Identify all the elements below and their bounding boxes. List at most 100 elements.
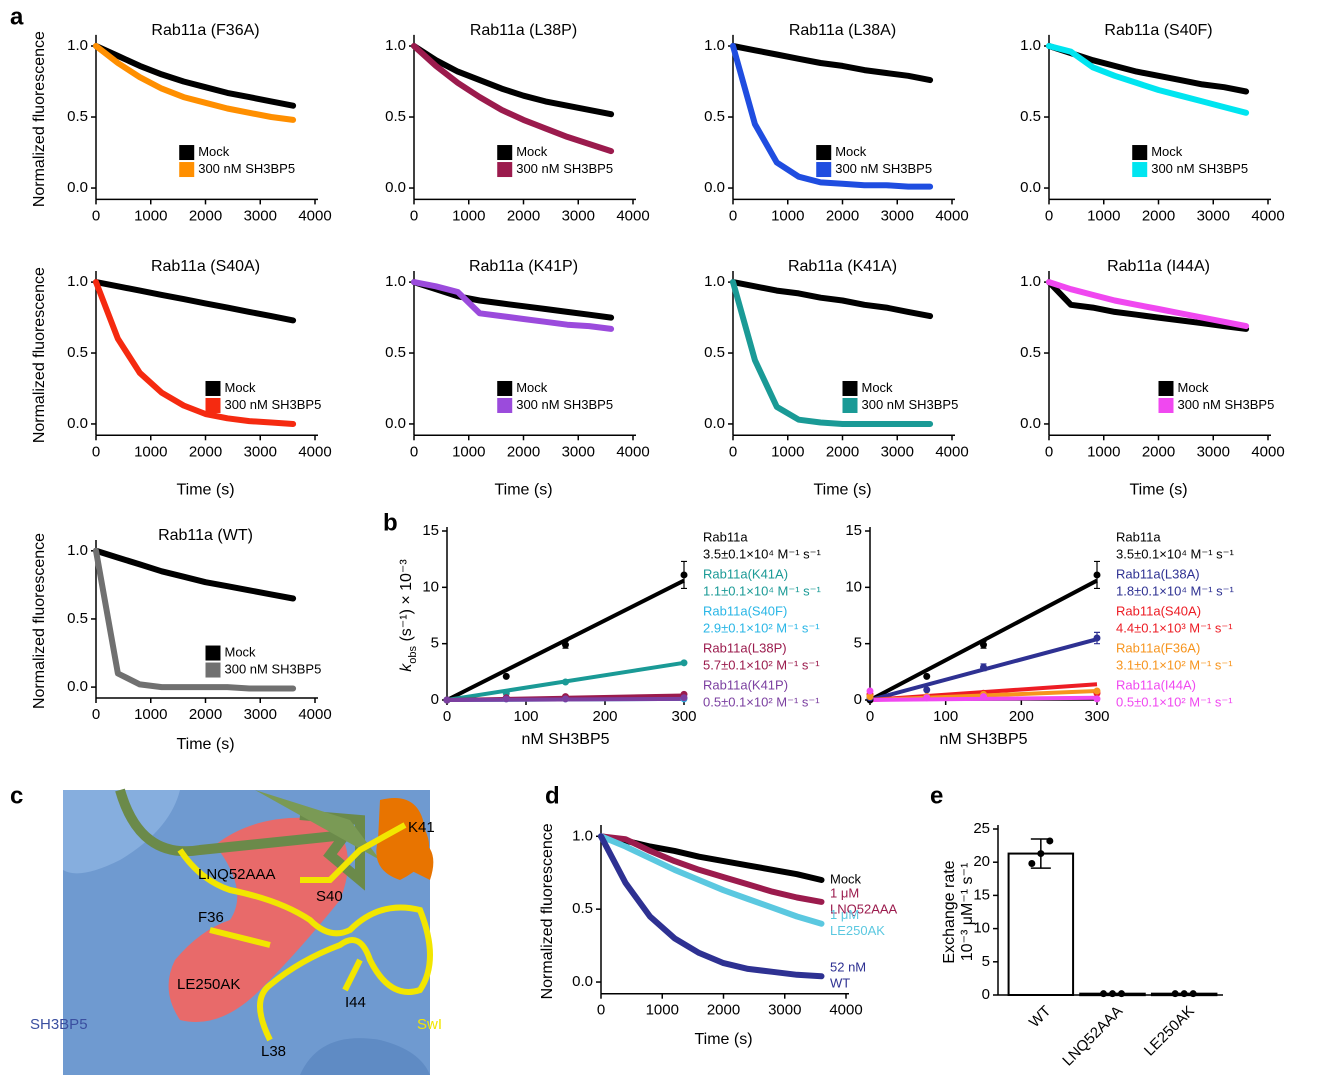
data-point [1172,990,1179,997]
legend-label: Rab11a [703,529,748,544]
data-point [562,678,569,685]
x-tick-label: 2000 [707,1002,740,1019]
legend-label: 300 nM SH3BP5 [1178,397,1275,412]
residue-label: LE250AK [177,976,240,993]
y-tick-label: 0.5 [704,108,725,125]
x-tick-label: 3000 [244,443,277,460]
chart: 0.00.51.001000200030004000Rab11a (WT)Tim… [31,527,331,753]
x-tick-label: 0 [597,1002,605,1019]
legend-label: 1 μM [830,885,859,900]
chart: 0.00.51.001000200030004000Rab11a (S40F)M… [1020,22,1285,224]
legend-fit-label: 4.4±0.1×10³ M⁻¹ s⁻¹ [1116,620,1233,635]
data-point [562,641,569,648]
y-tick-label: 0.5 [704,344,725,361]
legend-label: 300 nM SH3BP5 [835,161,932,176]
x-tick-label: 1000 [452,443,485,460]
legend-swatch [206,398,221,413]
x-tick-label: LNQ52AAA [1059,1003,1126,1070]
chart: 0.00.51.001000200030004000Time (s)Normal… [539,823,897,1048]
y-axis-label: Normalized fluorescence [31,533,48,709]
x-tick-label: 1000 [1087,443,1120,460]
y-tick-label: 0.5 [67,108,88,125]
legend-swatch [497,381,512,396]
legend-swatch [497,398,512,413]
x-tick-label: 0 [866,708,874,725]
figure: a b c d e K41 LNQ52AAA S40 F36 LE250AK I… [0,0,1321,1084]
data-line [733,282,930,316]
x-tick-label: 1000 [134,443,167,460]
data-point [503,673,510,680]
x-tick-label: 200 [1009,708,1034,725]
y-tick-label: 0.5 [67,344,88,361]
data-point [980,693,987,700]
legend-label: 300 nM SH3BP5 [225,661,322,676]
legend-swatch [179,162,194,177]
y-tick-label: 1.0 [67,273,88,290]
y-tick-label: 0.0 [385,179,406,196]
residue-label: K41 [408,819,435,836]
data-point [1094,687,1101,694]
y-axis-label: kobs (s⁻¹) × 10⁻³ [398,559,419,672]
bar [1009,854,1073,995]
x-tick-label: 4000 [616,443,649,460]
x-tick-label: 2000 [189,706,222,723]
legend-label: Rab11a(S40F) [703,603,787,618]
data-point [562,695,569,702]
y-tick-label: 10 [845,578,862,595]
legend-swatch [816,162,831,177]
y-tick-label: 0.0 [704,179,725,196]
y-tick-label: 0.0 [704,415,725,432]
y-tick-label: 0 [854,691,862,708]
legend-fit-label: 2.9±0.1×10² M⁻¹ s⁻¹ [703,620,820,635]
y-tick-label: 1.0 [704,37,725,54]
data-point [503,695,510,702]
legend-swatch [497,145,512,160]
chart-title: Rab11a (L38A) [789,22,896,39]
y-tick-label: 5 [854,635,862,652]
x-tick-label: 0 [1045,207,1053,224]
legend-label: Mock [835,144,867,159]
y-tick-label: 0.0 [572,973,593,990]
y-axis-label: Normalized fluorescence [31,267,48,443]
panel-label: d [545,782,560,809]
legend-label: Mock [862,380,894,395]
x-tick-label: 2000 [1142,207,1175,224]
x-tick-label: 0 [92,207,100,224]
data-point [1046,837,1053,844]
chart: 0.00.51.001000200030004000Rab11a (S40A)T… [31,258,331,498]
chart-title: Rab11a (F36A) [151,22,259,39]
chart-title: Rab11a (L38P) [470,22,577,39]
y-tick-label: 0.5 [1020,108,1041,125]
y-tick-label: 0.5 [572,900,593,917]
legend-swatch [497,162,512,177]
legend-label: Rab11a(F36A) [1116,640,1200,655]
chart: 0.00.51.001000200030004000Rab11a (F36A)N… [31,22,331,224]
legend-label: Rab11a(S40A) [1116,603,1201,618]
legend-fit-label: 5.7±0.1×10² M⁻¹ s⁻¹ [703,657,820,672]
chart-title: Rab11a (I44A) [1107,258,1210,275]
legend-label: WT [830,976,850,991]
x-tick-label: 3000 [1197,443,1230,460]
y-tick-label: 1.0 [1020,273,1041,290]
y-tick-label: 0.0 [385,415,406,432]
y-tick-label: 0.0 [1020,179,1041,196]
x-tick-label: 3000 [881,443,914,460]
x-tick-label: 3000 [244,706,277,723]
chart-title: Rab11a (K41P) [469,258,578,275]
legend-label: 300 nM SH3BP5 [862,397,959,412]
x-tick-label: 1000 [134,207,167,224]
data-point [1094,571,1101,578]
y-tick-label: 1.0 [67,542,88,559]
x-tick-label: 100 [933,708,958,725]
y-tick-label: 0.0 [67,415,88,432]
x-tick-label: LE250AK [1141,1003,1198,1060]
x-tick-label: 3000 [768,1002,801,1019]
legend-label: 300 nM SH3BP5 [198,161,295,176]
data-point [1094,695,1101,702]
legend-swatch [206,646,221,661]
